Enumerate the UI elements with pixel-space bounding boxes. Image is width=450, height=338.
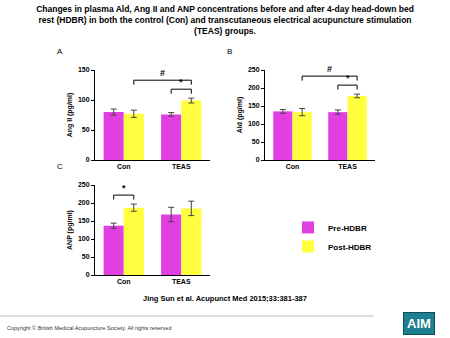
- svg-text:Jing Sun et al. Acupunct Med 2: Jing Sun et al. Acupunct Med 2015;33:381…: [143, 294, 307, 303]
- svg-text:200: 200: [248, 84, 260, 91]
- svg-text:ANP (pg/ml): ANP (pg/ml): [66, 210, 74, 250]
- svg-text:50: 50: [82, 126, 90, 133]
- svg-text:#: #: [160, 68, 165, 78]
- svg-text:Con: Con: [286, 163, 300, 170]
- svg-text:250: 250: [78, 181, 90, 188]
- svg-text:150: 150: [248, 102, 260, 109]
- svg-text:150: 150: [78, 66, 90, 73]
- svg-text:100: 100: [78, 235, 90, 242]
- svg-text:200: 200: [78, 199, 90, 206]
- svg-text:AIM: AIM: [407, 316, 431, 331]
- svg-text:0: 0: [256, 156, 260, 163]
- svg-text:150: 150: [78, 217, 90, 224]
- svg-text:B: B: [227, 47, 232, 56]
- svg-text:Con: Con: [117, 163, 131, 170]
- svg-text:TEAS: TEAS: [172, 163, 191, 170]
- svg-text:*: *: [179, 77, 183, 87]
- svg-text:0: 0: [86, 156, 90, 163]
- svg-text:50: 50: [252, 138, 260, 145]
- svg-text:Ald (pg/ml): Ald (pg/ml): [236, 97, 244, 134]
- svg-text:A: A: [57, 47, 63, 56]
- svg-text:TEAS: TEAS: [338, 163, 357, 170]
- svg-text:C: C: [57, 162, 63, 171]
- svg-text:0: 0: [86, 271, 90, 278]
- svg-text:100: 100: [248, 120, 260, 127]
- svg-text:*: *: [122, 183, 126, 193]
- svg-text:250: 250: [248, 66, 260, 73]
- svg-text:Ang II (pg/ml): Ang II (pg/ml): [66, 93, 74, 138]
- svg-text:Copyright © British Medical Ac: Copyright © British Medical Acupuncture …: [7, 325, 171, 331]
- svg-text:TEAS: TEAS: [172, 278, 191, 285]
- svg-text:Changes in plasma Ald, Ang II: Changes in plasma Ald, Ang II and ANP co…: [36, 4, 414, 36]
- svg-text:Post-HDBR: Post-HDBR: [328, 243, 371, 252]
- svg-text:Pre-HDBR: Pre-HDBR: [328, 224, 367, 233]
- svg-text:#: #: [327, 64, 332, 74]
- svg-text:Con: Con: [117, 278, 131, 285]
- svg-text:50: 50: [82, 253, 90, 260]
- svg-text:*: *: [346, 73, 350, 83]
- svg-text:100: 100: [78, 96, 90, 103]
